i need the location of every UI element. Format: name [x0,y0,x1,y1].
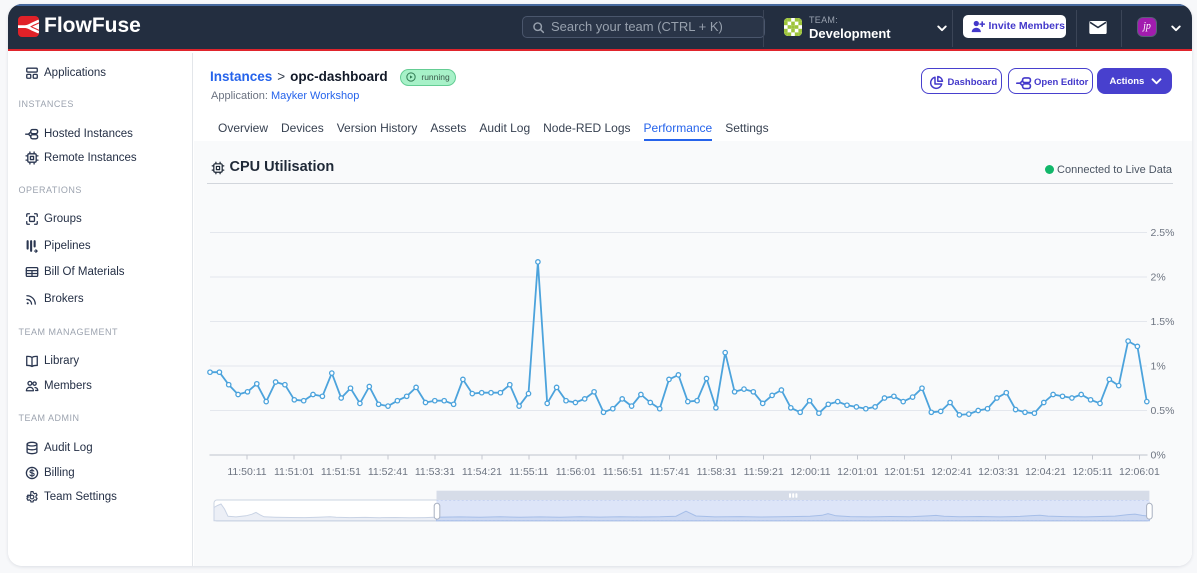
svg-text:11:58:31: 11:58:31 [697,466,737,478]
svg-text:11:51:51: 11:51:51 [321,466,361,478]
svg-text:11:59:21: 11:59:21 [744,466,784,478]
svg-text:11:56:01: 11:56:01 [556,466,596,478]
svg-text:11:55:11: 11:55:11 [509,466,548,478]
svg-text:12:00:11: 12:00:11 [791,466,831,478]
svg-text:11:50:11: 11:50:11 [227,466,266,478]
svg-text:12:03:31: 12:03:31 [978,466,1019,478]
svg-text:11:57:41: 11:57:41 [650,466,690,478]
svg-text:0%: 0% [1151,450,1166,462]
svg-text:12:05:11: 12:05:11 [1072,466,1112,478]
svg-text:2.5%: 2.5% [1151,227,1175,239]
svg-text:12:06:01: 12:06:01 [1119,466,1160,478]
svg-text:0.5%: 0.5% [1151,405,1175,417]
svg-text:12:04:21: 12:04:21 [1025,466,1066,478]
svg-text:12:02:41: 12:02:41 [931,466,972,478]
svg-text:11:51:01: 11:51:01 [274,466,314,478]
svg-text:11:54:21: 11:54:21 [462,466,502,478]
svg-text:11:53:31: 11:53:31 [415,466,455,478]
svg-text:2%: 2% [1151,272,1166,284]
svg-text:1.5%: 1.5% [1151,316,1175,328]
svg-text:11:56:51: 11:56:51 [603,466,643,478]
svg-text:1%: 1% [1151,361,1166,373]
svg-text:11:52:41: 11:52:41 [368,466,408,478]
svg-text:12:01:01: 12:01:01 [837,466,878,478]
svg-text:12:01:51: 12:01:51 [884,466,925,478]
